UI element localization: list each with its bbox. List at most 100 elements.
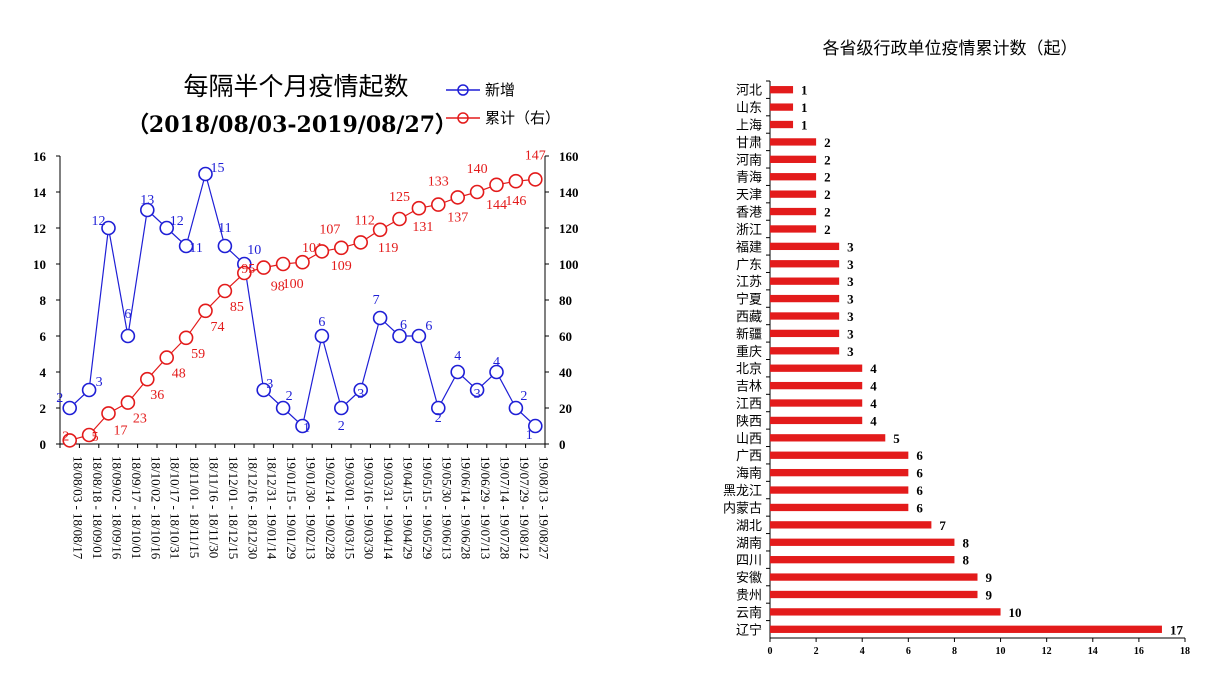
bar xyxy=(770,242,840,251)
bar-category-label: 山西 xyxy=(736,432,762,447)
x-tick-label: 18/12/16 - 18/12/30 xyxy=(245,456,260,559)
y-right-tick-label: 80 xyxy=(559,293,572,308)
data-label-new: 3 xyxy=(357,387,364,402)
y-right-tick-label: 140 xyxy=(559,185,579,200)
bar-category-label: 辽宁 xyxy=(736,622,762,638)
x-tick-label: 18/12/01 - 18/12/15 xyxy=(226,456,241,559)
bar-value-label: 7 xyxy=(939,518,946,533)
data-label-new: 6 xyxy=(400,318,407,333)
bar-value-label: 3 xyxy=(847,292,854,307)
data-point-cumulative xyxy=(450,190,466,205)
bar-category-label: 广西 xyxy=(736,449,762,464)
bar-value-label: 6 xyxy=(916,483,923,498)
data-point-cumulative xyxy=(256,260,272,275)
y-right-tick-label: 120 xyxy=(559,221,579,236)
bar-value-label: 8 xyxy=(962,553,969,568)
data-label-new: 4 xyxy=(493,355,500,370)
bar-value-label: 2 xyxy=(824,222,831,237)
bar-category-label: 上海 xyxy=(736,119,762,134)
data-label-new: 12 xyxy=(170,214,184,229)
data-point-cumulative xyxy=(314,244,330,259)
bar-value-label: 2 xyxy=(824,135,831,150)
bar xyxy=(770,347,840,355)
x-tick-label: 19/01/15 - 19/01/29 xyxy=(284,456,299,559)
x-tick-label: 19/06/14 - 19/06/28 xyxy=(459,456,474,559)
bar-value-label: 3 xyxy=(847,326,854,341)
bar-category-label: 福建 xyxy=(736,240,762,255)
data-label-cumulative: 5 xyxy=(92,430,99,445)
x-tick-label: 19/03/16 - 19/03/30 xyxy=(362,456,377,559)
bar-value-label: 3 xyxy=(847,239,854,254)
y-left-tick-label: 6 xyxy=(40,329,47,344)
data-label-new: 7 xyxy=(373,293,380,308)
data-label-new: 6 xyxy=(124,307,131,322)
y-left-tick-label: 12 xyxy=(33,221,46,236)
y-left-tick-label: 14 xyxy=(33,185,47,200)
bar-value-label: 6 xyxy=(916,500,923,515)
data-label-new: 1 xyxy=(526,428,533,443)
data-label-new: 3 xyxy=(474,387,481,402)
data-point-cumulative xyxy=(237,265,252,281)
data-label-cumulative: 112 xyxy=(354,213,374,228)
data-label-cumulative: 95 xyxy=(241,262,255,277)
data-point-new xyxy=(314,328,330,344)
bar xyxy=(770,207,817,216)
bar-category-label: 江苏 xyxy=(736,274,762,290)
data-label-new: 13 xyxy=(140,193,154,208)
data-point-new xyxy=(275,400,291,416)
data-point-cumulative xyxy=(217,283,233,299)
x-tick-label: 18/09/02 - 18/09/16 xyxy=(110,456,125,560)
bar-category-label: 河北 xyxy=(736,84,762,99)
data-label-cumulative: 119 xyxy=(378,241,398,256)
data-point-new xyxy=(62,400,77,416)
data-label-cumulative: 98 xyxy=(271,280,285,295)
bar xyxy=(770,573,978,581)
data-point-new xyxy=(489,364,504,380)
data-point-new xyxy=(430,400,446,416)
legend: 新增 累计（右） xyxy=(446,81,560,127)
bar-value-label: 9 xyxy=(986,587,993,602)
line-chart-title: 每隔半个月疫情起数 xyxy=(183,72,408,101)
data-label-new: 11 xyxy=(189,241,202,256)
bar xyxy=(770,486,909,494)
bar xyxy=(770,503,909,512)
bar xyxy=(770,468,909,477)
bar-x-tick-label: 16 xyxy=(1134,646,1144,657)
data-label-cumulative: 140 xyxy=(467,162,488,177)
data-label-cumulative: 109 xyxy=(331,259,352,274)
bar xyxy=(770,538,955,546)
data-point-cumulative xyxy=(392,211,407,227)
x-tick-label: 18/10/02 - 18/10/16 xyxy=(148,456,163,560)
bar-value-label: 2 xyxy=(824,205,831,220)
data-label-cumulative: 125 xyxy=(389,190,410,205)
data-label-new: 6 xyxy=(318,315,325,330)
data-label-new: 2 xyxy=(435,411,442,426)
bar-value-label: 3 xyxy=(847,309,854,324)
line-chart-subtitle: （2018/08/03-2019/08/27） xyxy=(127,112,457,138)
data-label-cumulative: 59 xyxy=(191,347,205,362)
data-point-cumulative xyxy=(295,254,310,270)
data-label-cumulative: 131 xyxy=(412,220,433,235)
bar xyxy=(770,381,863,390)
bar-category-label: 重庆 xyxy=(736,344,762,360)
bar-value-label: 17 xyxy=(1170,622,1184,637)
data-point-new xyxy=(256,382,272,398)
bar-category-label: 西藏 xyxy=(736,310,762,325)
y-right-tick-label: 40 xyxy=(559,365,572,380)
bar-value-label: 4 xyxy=(870,379,877,394)
data-point-new xyxy=(217,238,233,254)
data-point-cumulative xyxy=(140,371,155,387)
y-left-tick-label: 4 xyxy=(40,365,47,380)
data-point-cumulative xyxy=(508,173,524,189)
bar-value-label: 2 xyxy=(824,152,831,167)
bar xyxy=(770,399,863,407)
data-point-new xyxy=(392,328,407,344)
data-label-cumulative: 17 xyxy=(114,423,128,438)
legend-marker-blue xyxy=(457,84,469,96)
data-label-new: 3 xyxy=(96,375,103,390)
bar-category-label: 内蒙古 xyxy=(723,500,762,516)
bar-x-tick-label: 0 xyxy=(768,646,773,657)
data-point-new xyxy=(333,400,349,416)
bar-x-tick-label: 8 xyxy=(952,646,957,657)
bar xyxy=(770,173,817,181)
